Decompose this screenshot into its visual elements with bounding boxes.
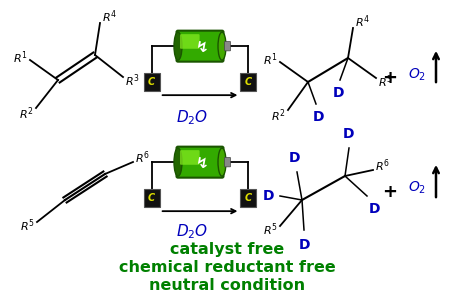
Text: chemical reductant free: chemical reductant free: [119, 260, 335, 275]
Text: C: C: [245, 77, 252, 87]
FancyBboxPatch shape: [224, 158, 231, 167]
Text: $R^5$: $R^5$: [20, 218, 35, 234]
Text: neutral condition: neutral condition: [149, 278, 305, 293]
Text: D: D: [332, 86, 344, 100]
Ellipse shape: [174, 148, 182, 176]
Text: $R^3$: $R^3$: [125, 73, 140, 89]
Text: $R^4$: $R^4$: [102, 9, 117, 25]
Text: $D_2O$: $D_2O$: [176, 108, 208, 127]
Text: D: D: [312, 110, 324, 124]
Ellipse shape: [174, 32, 182, 60]
Text: $R^5$: $R^5$: [263, 222, 278, 238]
FancyBboxPatch shape: [177, 147, 223, 178]
Text: D: D: [369, 202, 380, 216]
Text: $R^1$: $R^1$: [13, 50, 28, 66]
Text: D: D: [263, 189, 274, 203]
Bar: [144, 73, 160, 91]
Text: D: D: [298, 238, 310, 252]
Bar: [240, 189, 256, 207]
Text: $R^6$: $R^6$: [135, 150, 150, 166]
Text: catalyst free: catalyst free: [170, 242, 284, 257]
Bar: [240, 73, 256, 91]
Text: C: C: [245, 193, 252, 203]
Text: $R^2$: $R^2$: [20, 106, 34, 122]
Text: $R^1$: $R^1$: [263, 52, 278, 68]
Text: $R^2$: $R^2$: [271, 108, 286, 124]
FancyBboxPatch shape: [180, 34, 200, 49]
Bar: [144, 189, 160, 207]
Text: ↯: ↯: [195, 156, 207, 171]
Text: ↯: ↯: [195, 40, 207, 55]
Text: C: C: [148, 77, 155, 87]
FancyBboxPatch shape: [180, 150, 200, 165]
Text: $O_2$: $O_2$: [408, 67, 426, 83]
Ellipse shape: [218, 32, 226, 60]
Text: +: +: [383, 183, 398, 201]
Text: C: C: [148, 193, 155, 203]
Text: D: D: [289, 151, 301, 165]
FancyBboxPatch shape: [224, 41, 231, 51]
Text: $O_2$: $O_2$: [408, 180, 426, 196]
Text: $R^4$: $R^4$: [355, 14, 370, 30]
Text: D: D: [343, 127, 355, 141]
Text: $D_2O$: $D_2O$: [176, 222, 208, 241]
Text: $R^6$: $R^6$: [375, 158, 390, 174]
FancyBboxPatch shape: [177, 31, 223, 62]
Ellipse shape: [218, 148, 226, 176]
Text: $R^3$: $R^3$: [378, 74, 393, 90]
Text: +: +: [383, 69, 398, 87]
